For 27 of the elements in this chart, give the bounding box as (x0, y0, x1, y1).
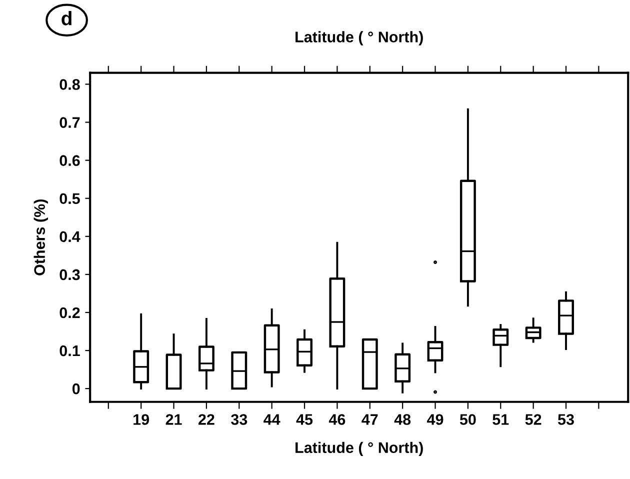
y-tick-label: 0.6 (60, 155, 80, 166)
x-tick-label: 50 (460, 414, 476, 425)
y-tick-label: 0.7 (60, 117, 80, 128)
x-tick-label: 45 (296, 414, 313, 425)
y-tick-label: 0.3 (60, 269, 80, 280)
y-axis-title: Others (%) (34, 199, 48, 276)
y-tick-label: 0.2 (60, 307, 80, 318)
x-tick-label: 48 (394, 414, 411, 425)
y-tick-label: 0 (72, 383, 80, 394)
y-tick-label: 0.8 (60, 79, 80, 90)
x-tick-label: 33 (230, 414, 248, 425)
x-tick-label: 46 (328, 414, 346, 425)
x-tick-label: 53 (558, 414, 574, 425)
text: d (62, 11, 72, 26)
y-tick-label: 0.4 (60, 231, 80, 242)
y-tick-label: 0.1 (60, 345, 80, 356)
y-tick-label: 0.5 (60, 193, 80, 204)
x-tick-label: 44 (264, 414, 280, 425)
x-tick-label: 51 (492, 414, 509, 425)
x-tick-label: 22 (198, 414, 214, 425)
x-tick-label: 21 (166, 414, 182, 425)
x-tick-label: 19 (134, 414, 150, 425)
chart-title: Latitude ( ° North) (296, 31, 423, 46)
x-tick-label: 52 (525, 414, 542, 425)
x-tick-label: 47 (362, 414, 378, 425)
x-tick-label: 49 (426, 414, 444, 425)
x-axis-title: Latitude ( ° North) (296, 442, 423, 456)
